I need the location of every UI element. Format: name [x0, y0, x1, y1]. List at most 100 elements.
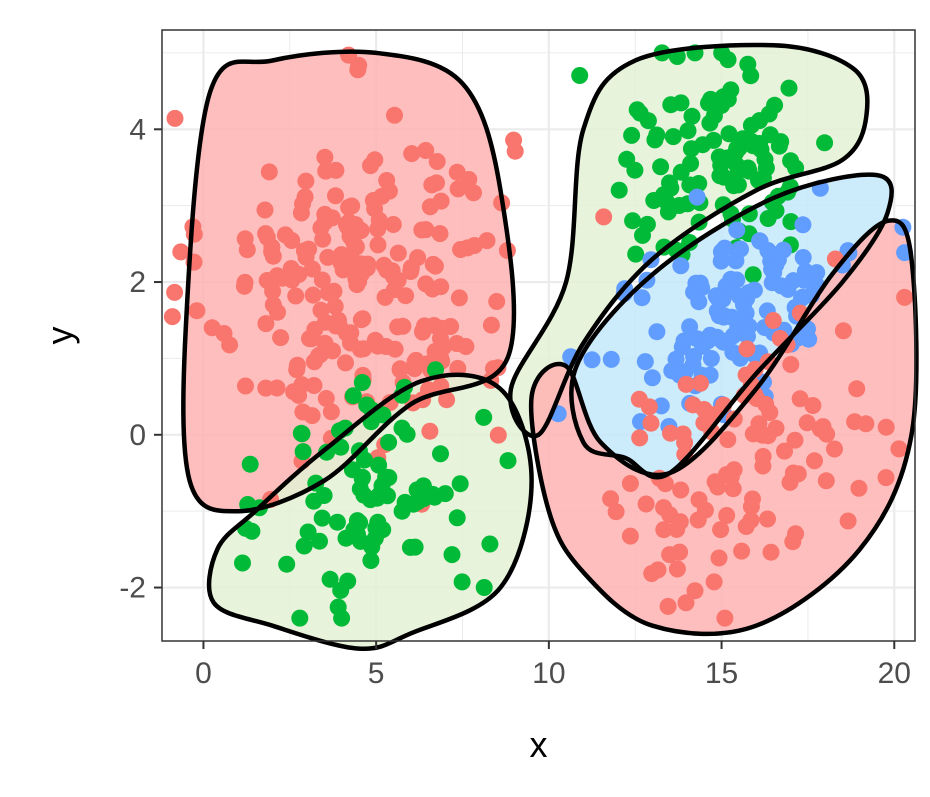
data-point-red: [621, 475, 639, 492]
data-point-green: [751, 135, 769, 152]
data-point-red: [786, 431, 804, 449]
data-point-green: [499, 452, 517, 470]
data-point-green: [787, 159, 805, 177]
data-point-red: [163, 308, 181, 326]
data-point-red: [798, 414, 816, 432]
data-point-red: [311, 346, 329, 364]
data-point-red: [764, 312, 782, 329]
data-point-red: [369, 236, 387, 254]
data-point-green: [759, 210, 777, 227]
data-point-green: [367, 519, 385, 537]
data-point-red: [782, 356, 800, 373]
data-point-green: [313, 509, 331, 527]
data-point-red: [848, 380, 866, 398]
data-point-red: [369, 337, 387, 355]
data-point-red: [744, 490, 761, 508]
data-point-red: [692, 374, 709, 392]
data-point-green: [311, 532, 328, 550]
data-point-blue: [675, 332, 693, 350]
data-point-red: [188, 302, 206, 320]
hull-outline-green-1: [206, 372, 534, 651]
data-point-green: [293, 425, 311, 443]
data-point-green: [705, 107, 723, 125]
data-point-green: [377, 468, 395, 486]
data-point-green: [398, 425, 416, 443]
data-point-blue: [774, 241, 792, 259]
data-point-red: [238, 241, 256, 259]
data-point-red: [362, 157, 379, 175]
data-point-green: [722, 81, 740, 99]
data-point-red: [602, 490, 620, 508]
data-point-red: [341, 257, 359, 274]
data-point-red: [414, 323, 432, 341]
data-point-green: [715, 168, 733, 186]
data-point-green: [627, 245, 645, 263]
data-point-red: [428, 174, 445, 192]
data-point-green: [690, 175, 708, 192]
y-tick-label: 2: [129, 266, 146, 299]
data-point-red: [637, 495, 655, 513]
data-point-green: [780, 79, 798, 97]
data-point-green: [705, 131, 723, 149]
data-point-red: [185, 225, 203, 243]
data-point-red: [288, 356, 306, 374]
data-point-red: [671, 543, 689, 561]
data-point-red: [431, 225, 449, 243]
data-point-red: [834, 322, 852, 340]
data-point-red: [330, 311, 347, 329]
data-point-green: [318, 443, 336, 461]
data-point-red: [264, 282, 282, 300]
data-point-red: [671, 513, 689, 531]
data-point-red: [433, 319, 451, 337]
data-point-red: [705, 573, 723, 591]
data-point-red: [791, 390, 809, 408]
data-point-green: [618, 150, 636, 168]
data-point-red: [273, 269, 291, 287]
data-point-blue: [690, 293, 708, 311]
axis-ticks: 0 5 10 15 20 -2 0 2 4: [119, 113, 911, 690]
data-point-red: [417, 142, 435, 159]
data-point-green: [662, 96, 680, 114]
data-point-blue: [764, 263, 782, 281]
data-point-red: [744, 425, 762, 443]
data-point-green: [380, 433, 398, 451]
data-point-blue: [794, 249, 812, 266]
data-point-green: [475, 408, 493, 426]
data-point-green: [295, 537, 313, 555]
data-point-red: [607, 503, 625, 521]
data-point-red: [686, 582, 704, 600]
data-point-red: [839, 512, 857, 530]
data-point-green: [299, 523, 317, 541]
data-point-red: [817, 472, 835, 490]
data-point-green: [321, 570, 339, 588]
data-point-red: [364, 192, 382, 209]
data-point-red: [283, 232, 301, 249]
data-point-red: [386, 106, 403, 124]
data-point-red: [322, 403, 340, 421]
data-point-blue: [672, 257, 690, 275]
data-point-green: [401, 538, 419, 556]
data-point-red: [754, 448, 772, 465]
data-point-blue: [739, 284, 757, 302]
data-point-red: [221, 336, 239, 354]
data-point-red: [340, 198, 358, 216]
y-tick-label: -2: [119, 572, 146, 605]
data-point-green: [720, 125, 738, 143]
data-point-red: [378, 172, 396, 189]
data-point-green: [734, 130, 752, 148]
data-point-red: [719, 431, 737, 449]
hull-outline-blue-3: [569, 172, 894, 480]
data-point-red: [814, 418, 832, 436]
data-point-green: [432, 445, 449, 463]
data-point-red: [343, 230, 361, 248]
data-point-green: [639, 112, 657, 130]
data-point-green: [662, 179, 680, 197]
data-point-red: [776, 442, 793, 460]
data-point-blue: [712, 252, 730, 270]
data-point-green: [294, 443, 312, 461]
y-tick-label: 4: [129, 113, 146, 146]
data-point-red: [896, 288, 914, 306]
data-point-red: [260, 163, 278, 181]
data-point-red: [354, 310, 372, 328]
